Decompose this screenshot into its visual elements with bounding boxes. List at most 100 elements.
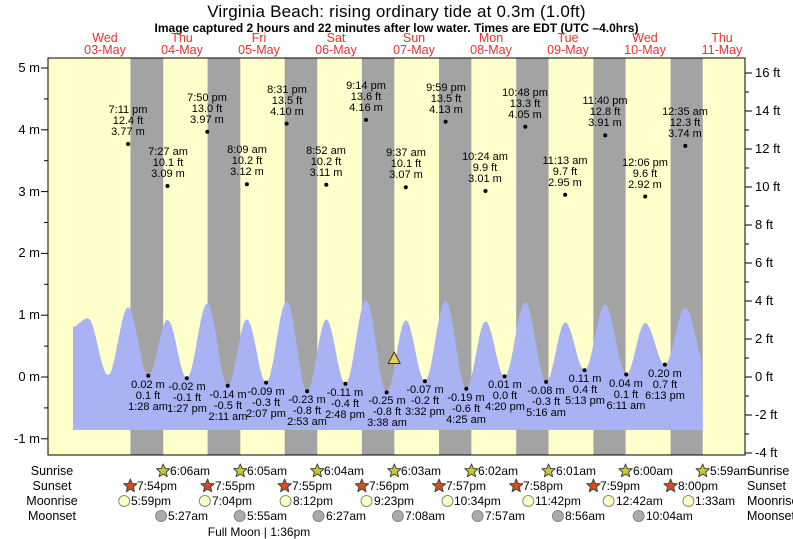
plot-frame <box>47 57 746 456</box>
left-axis-tick-label: 2 m <box>18 245 40 261</box>
low-tide-annotation: -0.02 m -0.1 ft 1:27 pm <box>155 382 219 415</box>
tide-annotation-line: -0.6 ft <box>451 403 481 415</box>
sunset-star-icon <box>509 478 524 493</box>
tide-annotation-line: 11:13 am <box>542 155 588 167</box>
tide-annotation-line: 4:25 am <box>446 414 486 426</box>
tide-annotation-line: 10.1 ft <box>390 158 422 170</box>
tide-annotation-line: 0.11 m <box>568 373 602 385</box>
tide-annotation-line: 7:50 pm <box>187 92 227 104</box>
day-name: Wed <box>92 31 118 45</box>
right-axis-tick-label: 10 ft <box>755 179 781 194</box>
moonrise-circle-icon <box>441 495 454 507</box>
moonrise-row-label-left: Moonrise <box>26 494 78 508</box>
tide-annotation-line: -0.8 ft <box>292 405 322 417</box>
tide-annotation-line: 1:27 pm <box>167 403 207 415</box>
tide-annotation-line: 3.91 m <box>588 117 622 129</box>
tide-annotation-line: 9:37 am <box>386 147 426 159</box>
current-level-marker-icon <box>387 351 401 364</box>
sunset-time: 8:00pm <box>678 479 719 493</box>
tide-annotation-line: 7:27 am <box>148 146 188 158</box>
tide-annotation-line: -0.25 m <box>368 395 406 407</box>
day-label: Mon 08-May <box>446 31 536 56</box>
sunset-star-icon <box>354 478 369 493</box>
tide-annotation-line: -0.09 m <box>247 386 285 398</box>
moonset-time: 5:27am <box>168 509 209 523</box>
right-axis-tick-label: 2 ft <box>755 331 774 346</box>
day-label: Wed 03-May <box>60 31 150 56</box>
day-date: 06-May <box>315 42 357 57</box>
sunset-time: 7:56pm <box>369 479 410 493</box>
moonrise-time: 1:33am <box>695 494 736 508</box>
day-date: 07-May <box>393 42 435 57</box>
moonset-circle-icon <box>233 510 246 522</box>
moonset-row-label-right: Moonset <box>747 509 793 523</box>
tide-annotation-line: 2:53 am <box>287 416 327 428</box>
tide-annotation-line: 2:11 am <box>208 411 248 423</box>
tide-annotation-line: 13.5 ft <box>430 93 462 105</box>
sunset-time: 7:54pm <box>137 479 178 493</box>
full-moon-label: Full Moon | 1:36pm <box>207 525 311 539</box>
moonrise-time: 10:34pm <box>454 494 501 508</box>
moonset-circle-icon <box>312 510 325 522</box>
high-tide-annotation: 9:59 pm 13.5 ft 4.13 m <box>414 83 478 116</box>
tide-annotation-line: 0.1 ft <box>135 390 161 402</box>
high-tide-annotation: 9:37 am 10.1 ft 3.07 m <box>374 148 438 181</box>
low-tide-annotation: 0.02 m 0.1 ft 1:28 am <box>116 380 180 413</box>
right-axis-tick-label: 4 ft <box>755 293 774 308</box>
tide-annotation-line: 13.5 ft <box>271 95 303 107</box>
left-axis-tick-label: 3 m <box>18 183 40 199</box>
moonrise-circle-icon <box>360 495 373 507</box>
day-label: Thu 11-May <box>677 31 767 56</box>
left-axis-tick-label: 5 m <box>18 60 40 75</box>
sunrise-star-icon <box>695 463 710 478</box>
tide-annotation-line: 8:31 pm <box>267 84 307 96</box>
tide-annotation-line: 2.92 m <box>628 179 662 191</box>
tide-annotation-line: -0.8 ft <box>372 406 402 418</box>
tide-annotation-line: -0.14 m <box>209 389 247 401</box>
moonset-time: 7:57am <box>485 509 526 523</box>
high-tide-annotation: 10:24 am 9.9 ft 3.01 m <box>453 152 517 185</box>
tide-annotation-line: 10.1 ft <box>152 157 184 169</box>
tide-annotation-line: 3.97 m <box>190 114 224 126</box>
low-tide-annotation: -0.14 m -0.5 ft 2:11 am <box>196 390 260 423</box>
tide-annotation-line: -0.02 m <box>168 381 206 393</box>
tide-annotation-line: 3.11 m <box>309 167 343 179</box>
tide-dot <box>464 386 469 391</box>
day-name: Thu <box>711 31 733 45</box>
high-tide-annotation: 7:50 pm 13.0 ft 3.97 m <box>175 93 239 126</box>
moonset-circle-icon <box>632 510 645 522</box>
tide-annotation-line: 8:09 am <box>227 144 267 156</box>
high-tide-annotation: 10:48 pm 13.3 ft 4.05 m <box>493 88 557 121</box>
day-name: Mon <box>478 31 504 45</box>
tide-annotation-line: 12:35 am <box>662 106 708 118</box>
moonset-time: 7:08am <box>405 509 446 523</box>
sunset-star-icon <box>586 478 601 493</box>
tide-annotation-line: -0.3 ft <box>251 397 281 409</box>
tide-annotation-line: 0.20 m <box>648 368 682 380</box>
tide-annotation-line: 2.95 m <box>548 177 582 189</box>
tide-annotation-line: -0.19 m <box>447 392 485 404</box>
moonrise-circle-icon <box>279 495 292 507</box>
high-tide-annotation: 7:27 am 10.1 ft 3.09 m <box>136 147 200 180</box>
right-axis-tick-label: 16 ft <box>755 65 781 80</box>
tide-dot <box>384 390 389 395</box>
tide-dot <box>264 380 269 385</box>
sunset-time: 7:58pm <box>523 479 564 493</box>
tide-annotation-line: 0.7 ft <box>652 379 678 391</box>
sunrise-time: 6:02am <box>478 464 519 478</box>
day-label: Wed 10-May <box>600 32 690 56</box>
tide-dot <box>683 143 688 148</box>
moonrise-time: 5:59pm <box>131 494 172 508</box>
tide-annotation-line: 3.74 m <box>668 128 702 140</box>
sunset-time: 7:59pm <box>600 479 641 493</box>
moonrise-time: 12:42am <box>616 494 663 508</box>
tide-dot <box>523 124 528 129</box>
tide-annotation-line: 3.09 m <box>151 168 185 180</box>
right-axis-tick-label: -4 ft <box>755 445 778 460</box>
sunrise-time: 6:06am <box>170 464 211 478</box>
moonset-circle-icon <box>155 510 168 522</box>
tide-annotation-line: 3.12 m <box>230 166 264 178</box>
moonset-time: 10:04am <box>646 509 693 523</box>
left-axis-tick-label: 1 m <box>18 307 40 323</box>
